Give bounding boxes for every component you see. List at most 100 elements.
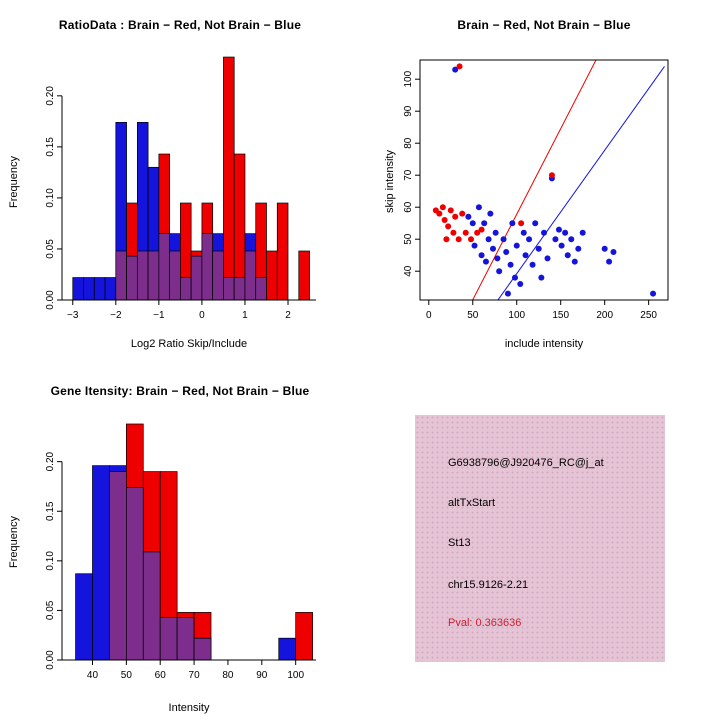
y-tick-label: 0.00 (45, 290, 56, 310)
scatter-title: Brain − Red, Not Brain − Blue (457, 18, 631, 32)
scatter-point-blue (487, 210, 494, 217)
x-tick-label: 100 (508, 310, 525, 321)
y-tick-label: 0.05 (45, 239, 56, 259)
x-tick-label: 2 (285, 310, 291, 321)
scatter-point-blue (517, 281, 524, 287)
scatter-point-blue (452, 66, 459, 73)
y-tick-label: 80 (403, 137, 414, 149)
scatter-point-red (450, 229, 457, 236)
x-tick-label: 0 (199, 310, 205, 321)
scatter-point-blue (469, 220, 476, 227)
scatter-point-blue (513, 242, 520, 249)
scatter-point-blue (564, 252, 571, 259)
scatter-point-blue (465, 213, 472, 220)
panel-gene-info: G6938796@J920476_RC@j_at altTxStart St13… (360, 360, 720, 720)
y-tick-label: 0.10 (45, 551, 56, 571)
scatter-point-blue (579, 229, 586, 236)
scatter-point-blue (471, 242, 478, 249)
histogram-bar (276, 202, 289, 301)
scatter-point-blue (610, 249, 617, 255)
x-tick-label: 50 (467, 310, 479, 321)
scatter-point-blue (496, 268, 503, 275)
x-tick-label: 40 (87, 670, 99, 681)
histogram-bar (266, 250, 278, 301)
scatter-point-blue (538, 274, 545, 281)
scatter-point-red (518, 220, 525, 227)
scatter-point-blue (532, 220, 539, 227)
scatter-point-blue (511, 274, 518, 281)
y-tick-label: 60 (403, 201, 414, 213)
gene-histogram-xlabel: Intensity (168, 702, 210, 714)
scatter-point-blue (500, 236, 507, 243)
scatter-point-red (478, 226, 485, 233)
histogram-bar-overlap (223, 277, 235, 301)
histogram-bar-overlap (169, 250, 181, 301)
histogram-bar-overlap (136, 250, 149, 301)
scatter-point-blue (504, 290, 511, 297)
x-tick-label: 1 (242, 310, 248, 321)
brain-fit-line (472, 60, 597, 300)
y-tick-label: 0.10 (45, 188, 56, 208)
histogram-bar (83, 277, 95, 301)
scatter-point-red (447, 207, 454, 214)
gene-histogram-title: Gene Itensity: Brain − Red, Not Brain − … (50, 384, 310, 398)
scatter-point-red (441, 217, 448, 223)
scatter-point-blue (485, 236, 492, 243)
y-tick-label: 50 (403, 233, 414, 245)
scatter-point-blue (522, 252, 529, 259)
scatter-point-red (468, 236, 475, 243)
histogram-bar-overlap (180, 277, 192, 301)
histogram-bar (72, 277, 84, 301)
scatter-point-red (443, 236, 450, 243)
y-tick-label: 0.15 (45, 501, 56, 521)
histogram-bar-overlap (159, 617, 178, 661)
histogram-bar (278, 637, 297, 661)
ratio-histogram-title: RatioData : Brain − Red, Not Brain − Blu… (58, 18, 302, 32)
panel-ratio-histogram: RatioData : Brain − Red, Not Brain − Blu… (0, 0, 360, 360)
scatter-point-red (459, 210, 466, 217)
scatter-point-blue (575, 245, 582, 252)
histogram-bar-overlap (125, 487, 144, 661)
y-tick-label: 0.15 (45, 137, 56, 157)
y-tick-label: 0.20 (45, 451, 56, 471)
histogram-bar (223, 56, 235, 301)
gene-info-box: G6938796@J920476_RC@j_at altTxStart St13… (415, 415, 665, 662)
scatter-point-blue (503, 249, 510, 255)
histogram-bar-overlap (115, 250, 127, 301)
scatter-point-blue (601, 245, 608, 252)
x-tick-label: 80 (222, 670, 234, 681)
scatter-point-blue (526, 236, 533, 243)
panel-intensity-scatter: Brain − Red, Not Brain − Blue skip inten… (360, 0, 720, 360)
x-tick-label: 150 (552, 310, 569, 321)
histogram-bar-overlap (126, 255, 138, 301)
histogram-bar-overlap (190, 255, 203, 301)
scatter-point-blue (571, 258, 578, 265)
histogram-bar-overlap (193, 637, 212, 661)
scatter-point-blue (509, 220, 516, 227)
splice-event-type-text: altTxStart (448, 497, 496, 509)
scatter-point-blue (541, 229, 547, 236)
histogram-bar-overlap (158, 233, 170, 301)
scatter-point-blue (544, 255, 551, 262)
histogram-bar-overlap (233, 277, 246, 301)
histogram-bar (295, 612, 313, 661)
plot-frame (419, 59, 669, 301)
x-tick-label: 70 (189, 670, 201, 681)
pvalue-text: Pval: 0.363636 (448, 617, 522, 629)
x-tick-label: −3 (67, 310, 79, 321)
scatter-point-blue (562, 229, 569, 236)
scatter-point-blue (535, 245, 542, 252)
histogram-bar-overlap (147, 250, 160, 301)
histogram-bar-overlap (244, 250, 257, 301)
scatter-point-red (436, 210, 443, 217)
gene-histogram-plot: 40 50 60 70 80 90 100 0.00 0.05 0.10 0.15 0.20 (45, 423, 316, 681)
scatter-point-red (456, 63, 463, 70)
scatter-point-red (445, 223, 452, 230)
histogram-bar-overlap (201, 233, 214, 301)
x-tick-label: 50 (121, 670, 133, 681)
y-tick-label: 0.05 (45, 600, 56, 620)
scatter-point-blue (507, 261, 514, 268)
scatter-point-blue (529, 261, 536, 268)
x-tick-label: 0 (426, 310, 432, 321)
histogram-bar-overlap (142, 551, 161, 661)
